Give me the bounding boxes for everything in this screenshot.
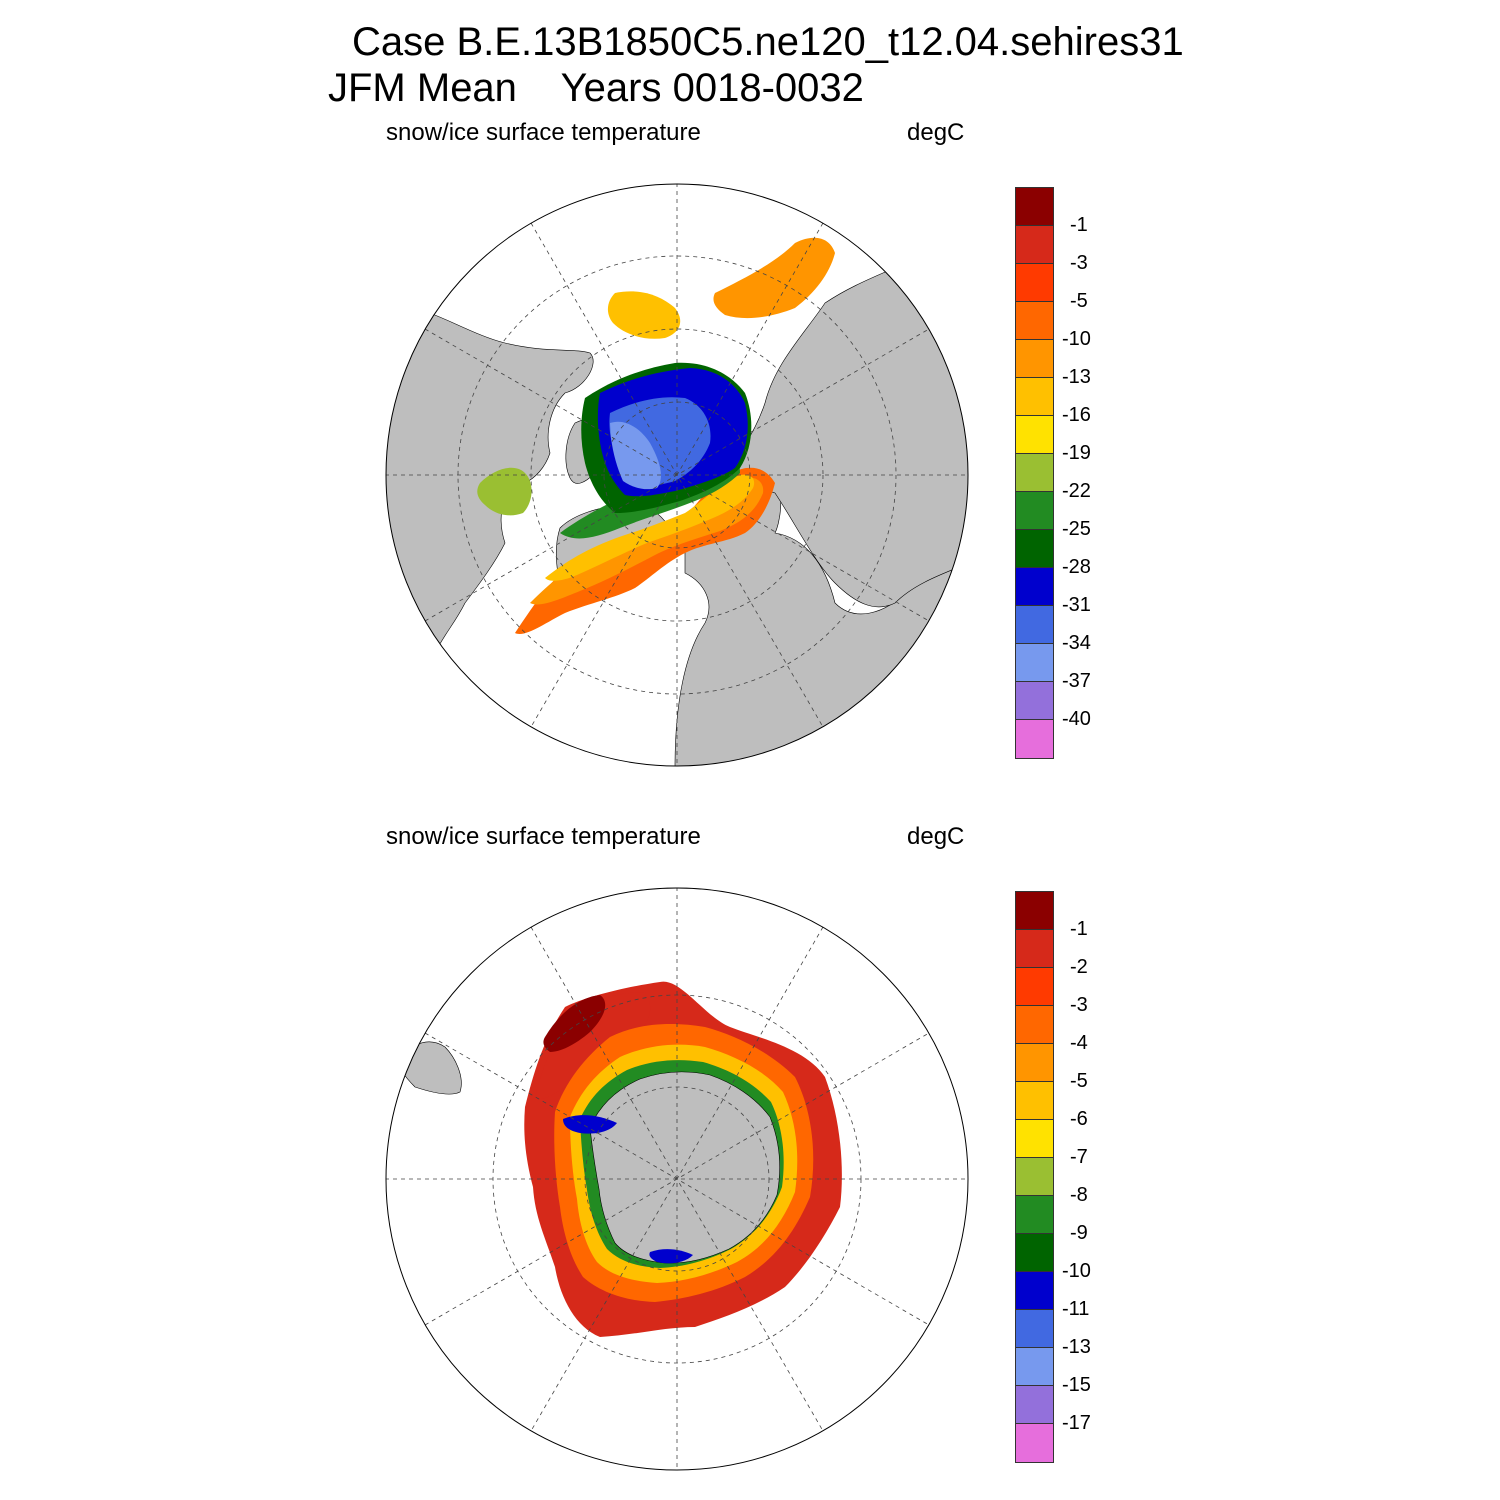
ice-west-lobe <box>535 992 651 1099</box>
ice-ross-blue <box>649 1249 693 1264</box>
ice-bering-sea <box>713 237 835 319</box>
colorbar-swatch <box>1016 606 1053 644</box>
colorbar-tick-label: -8 <box>1070 1184 1088 1206</box>
colorbar-swatch <box>1016 188 1053 226</box>
north-subtitle: snow/ice surface temperature <box>386 119 701 146</box>
colorbar-tick-label: -13 <box>1062 1336 1091 1358</box>
colorbar-swatch <box>1016 264 1053 302</box>
colorbar-swatch <box>1016 1120 1053 1158</box>
colorbar-swatch <box>1016 1158 1053 1196</box>
colorbar-swatch <box>1016 454 1053 492</box>
south-colorbar <box>1015 891 1054 1463</box>
colorbar-tick-label: -4 <box>1070 1032 1088 1054</box>
colorbar-tick-label: -2 <box>1070 956 1088 978</box>
colorbar-tick-label: -25 <box>1062 518 1091 540</box>
colorbar-swatch <box>1016 340 1053 378</box>
colorbar-swatch <box>1016 1234 1053 1272</box>
colorbar-swatch <box>1016 682 1053 720</box>
colorbar-swatch <box>1016 720 1053 758</box>
colorbar-swatch <box>1016 492 1053 530</box>
colorbar-swatch <box>1016 1196 1053 1234</box>
land-south-america <box>399 1041 462 1095</box>
south-polar-map <box>385 887 969 1471</box>
colorbar-tick-label: -5 <box>1070 1070 1088 1092</box>
north-colorbar <box>1015 187 1054 759</box>
colorbar-tick-label: -37 <box>1062 670 1091 692</box>
south-subtitle: snow/ice surface temperature <box>386 823 701 850</box>
colorbar-tick-label: -10 <box>1062 328 1091 350</box>
colorbar-swatch <box>1016 378 1053 416</box>
plot-title-line2: JFM Mean Years 0018-0032 <box>328 66 864 110</box>
colorbar-tick-label: -28 <box>1062 556 1091 578</box>
colorbar-swatch <box>1016 1310 1053 1348</box>
colorbar-tick-label: -22 <box>1062 480 1091 502</box>
colorbar-swatch <box>1016 226 1053 264</box>
colorbar-tick-label: -40 <box>1062 708 1091 730</box>
colorbar-tick-label: -10 <box>1062 1260 1091 1282</box>
ice-hudson-bay <box>477 467 532 516</box>
colorbar-swatch <box>1016 892 1053 930</box>
colorbar-swatch <box>1016 530 1053 568</box>
colorbar-tick-label: -13 <box>1062 366 1091 388</box>
colorbar-tick-label: -11 <box>1062 1298 1090 1320</box>
south-units: degC <box>907 823 965 850</box>
land-antarctica <box>589 1071 780 1264</box>
colorbar-tick-label: -1 <box>1070 918 1088 940</box>
colorbar-swatch <box>1016 1272 1053 1310</box>
north-units: degC <box>907 119 965 146</box>
ice-yellow-band <box>545 474 755 581</box>
colorbar-swatch <box>1016 1348 1053 1386</box>
ice-weddell-blue <box>563 1115 617 1134</box>
colorbar-tick-label: -3 <box>1070 994 1088 1016</box>
colorbar-swatch <box>1016 1424 1053 1462</box>
colorbar-tick-label: -6 <box>1070 1108 1088 1130</box>
colorbar-swatch <box>1016 416 1053 454</box>
colorbar-tick-label: -7 <box>1070 1146 1088 1168</box>
colorbar-swatch <box>1016 968 1053 1006</box>
north-polar-map <box>385 183 969 767</box>
colorbar-tick-label: -15 <box>1062 1374 1091 1396</box>
colorbar-tick-label: -9 <box>1070 1222 1088 1244</box>
colorbar-tick-label: -17 <box>1062 1412 1091 1434</box>
colorbar-swatch <box>1016 644 1053 682</box>
colorbar-swatch <box>1016 1044 1053 1082</box>
colorbar-swatch <box>1016 568 1053 606</box>
plot-title-line1: Case B.E.13B1850C5.ne120_t12.04.sehires3… <box>352 20 1184 64</box>
colorbar-swatch <box>1016 1082 1053 1120</box>
colorbar-swatch <box>1016 302 1053 340</box>
colorbar-tick-label: -16 <box>1062 404 1091 426</box>
colorbar-swatch <box>1016 930 1053 968</box>
colorbar-tick-label: -19 <box>1062 442 1091 464</box>
colorbar-tick-label: -31 <box>1062 594 1091 616</box>
colorbar-tick-label: -34 <box>1062 632 1091 654</box>
colorbar-tick-label: -1 <box>1070 214 1088 236</box>
ice-okhotsk-sea <box>607 291 681 339</box>
colorbar-swatch <box>1016 1386 1053 1424</box>
colorbar-swatch <box>1016 1006 1053 1044</box>
colorbar-tick-label: -3 <box>1070 252 1088 274</box>
ice-light-blue-core <box>610 421 661 490</box>
colorbar-tick-label: -5 <box>1070 290 1088 312</box>
